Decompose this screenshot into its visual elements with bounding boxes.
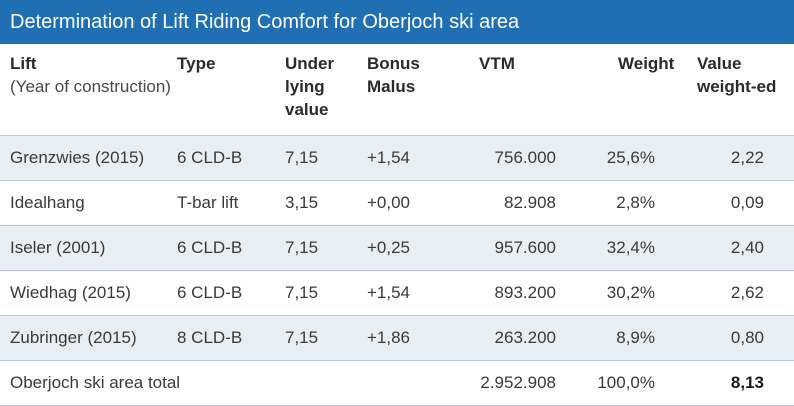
- table-row: Idealhang T-bar lift 3,15 +0,00 82.908 2…: [0, 180, 794, 226]
- cell-value: 0,09: [697, 180, 794, 226]
- cell-bonus: +1,54: [367, 135, 465, 181]
- header-lift-label: Lift: [10, 54, 37, 73]
- table-row: Iseler (2001) 6 CLD-B 7,15 +0,25 957.600…: [0, 225, 794, 271]
- table-title: Determination of Lift Riding Comfort for…: [0, 0, 794, 44]
- header-bonus-malus: Bonus Malus: [367, 44, 465, 136]
- cell-type: 6 CLD-B: [177, 270, 285, 316]
- cell-lift: Wiedhag (2015): [0, 270, 177, 316]
- header-vtm: VTM: [465, 44, 594, 136]
- cell-vtm: 82.908: [465, 180, 594, 226]
- cell-bonus: +0,25: [367, 225, 465, 271]
- header-row: Lift (Year of construction) Type Under l…: [0, 44, 794, 136]
- cell-weight: 8,9%: [594, 315, 697, 361]
- cell-lift: Iseler (2001): [0, 225, 177, 271]
- cell-type: T-bar lift: [177, 180, 285, 226]
- cell-weight: 30,2%: [594, 270, 697, 316]
- cell-value: 2,62: [697, 270, 794, 316]
- header-weight: Weight: [594, 44, 697, 136]
- cell-lift: Zubringer (2015): [0, 315, 177, 361]
- header-lift: Lift (Year of construction): [0, 44, 177, 136]
- total-weight: 100,0%: [594, 360, 697, 406]
- cell-type: 6 CLD-B: [177, 135, 285, 181]
- header-value-weighted: Value weight-ed: [697, 44, 794, 136]
- cell-bonus: +1,54: [367, 270, 465, 316]
- cell-lift: Idealhang: [0, 180, 177, 226]
- cell-bonus: +0,00: [367, 180, 465, 226]
- total-row: Oberjoch ski area total 2.952.908 100,0%…: [0, 360, 794, 406]
- cell-value: 2,22: [697, 135, 794, 181]
- total-value: 8,13: [697, 360, 794, 406]
- table-row: Grenzwies (2015) 6 CLD-B 7,15 +1,54 756.…: [0, 135, 794, 181]
- total-vtm: 2.952.908: [465, 360, 594, 406]
- cell-weight: 2,8%: [594, 180, 697, 226]
- lift-comfort-table: Lift (Year of construction) Type Under l…: [0, 44, 794, 406]
- cell-underlying: 7,15: [285, 135, 367, 181]
- cell-vtm: 263.200: [465, 315, 594, 361]
- table-row: Wiedhag (2015) 6 CLD-B 7,15 +1,54 893.20…: [0, 270, 794, 316]
- total-label: Oberjoch ski area total: [0, 360, 465, 406]
- cell-underlying: 7,15: [285, 315, 367, 361]
- cell-type: 6 CLD-B: [177, 225, 285, 271]
- table-row: Zubringer (2015) 8 CLD-B 7,15 +1,86 263.…: [0, 315, 794, 361]
- cell-type: 8 CLD-B: [177, 315, 285, 361]
- cell-underlying: 7,15: [285, 270, 367, 316]
- cell-value: 2,40: [697, 225, 794, 271]
- header-lift-sub: (Year of construction): [10, 77, 171, 96]
- cell-vtm: 756.000: [465, 135, 594, 181]
- cell-underlying: 7,15: [285, 225, 367, 271]
- cell-lift: Grenzwies (2015): [0, 135, 177, 181]
- cell-vtm: 957.600: [465, 225, 594, 271]
- cell-bonus: +1,86: [367, 315, 465, 361]
- cell-weight: 32,4%: [594, 225, 697, 271]
- cell-value: 0,80: [697, 315, 794, 361]
- header-underlying-value: Under lying value: [285, 44, 367, 136]
- cell-underlying: 3,15: [285, 180, 367, 226]
- header-type: Type: [177, 44, 285, 136]
- cell-weight: 25,6%: [594, 135, 697, 181]
- cell-vtm: 893.200: [465, 270, 594, 316]
